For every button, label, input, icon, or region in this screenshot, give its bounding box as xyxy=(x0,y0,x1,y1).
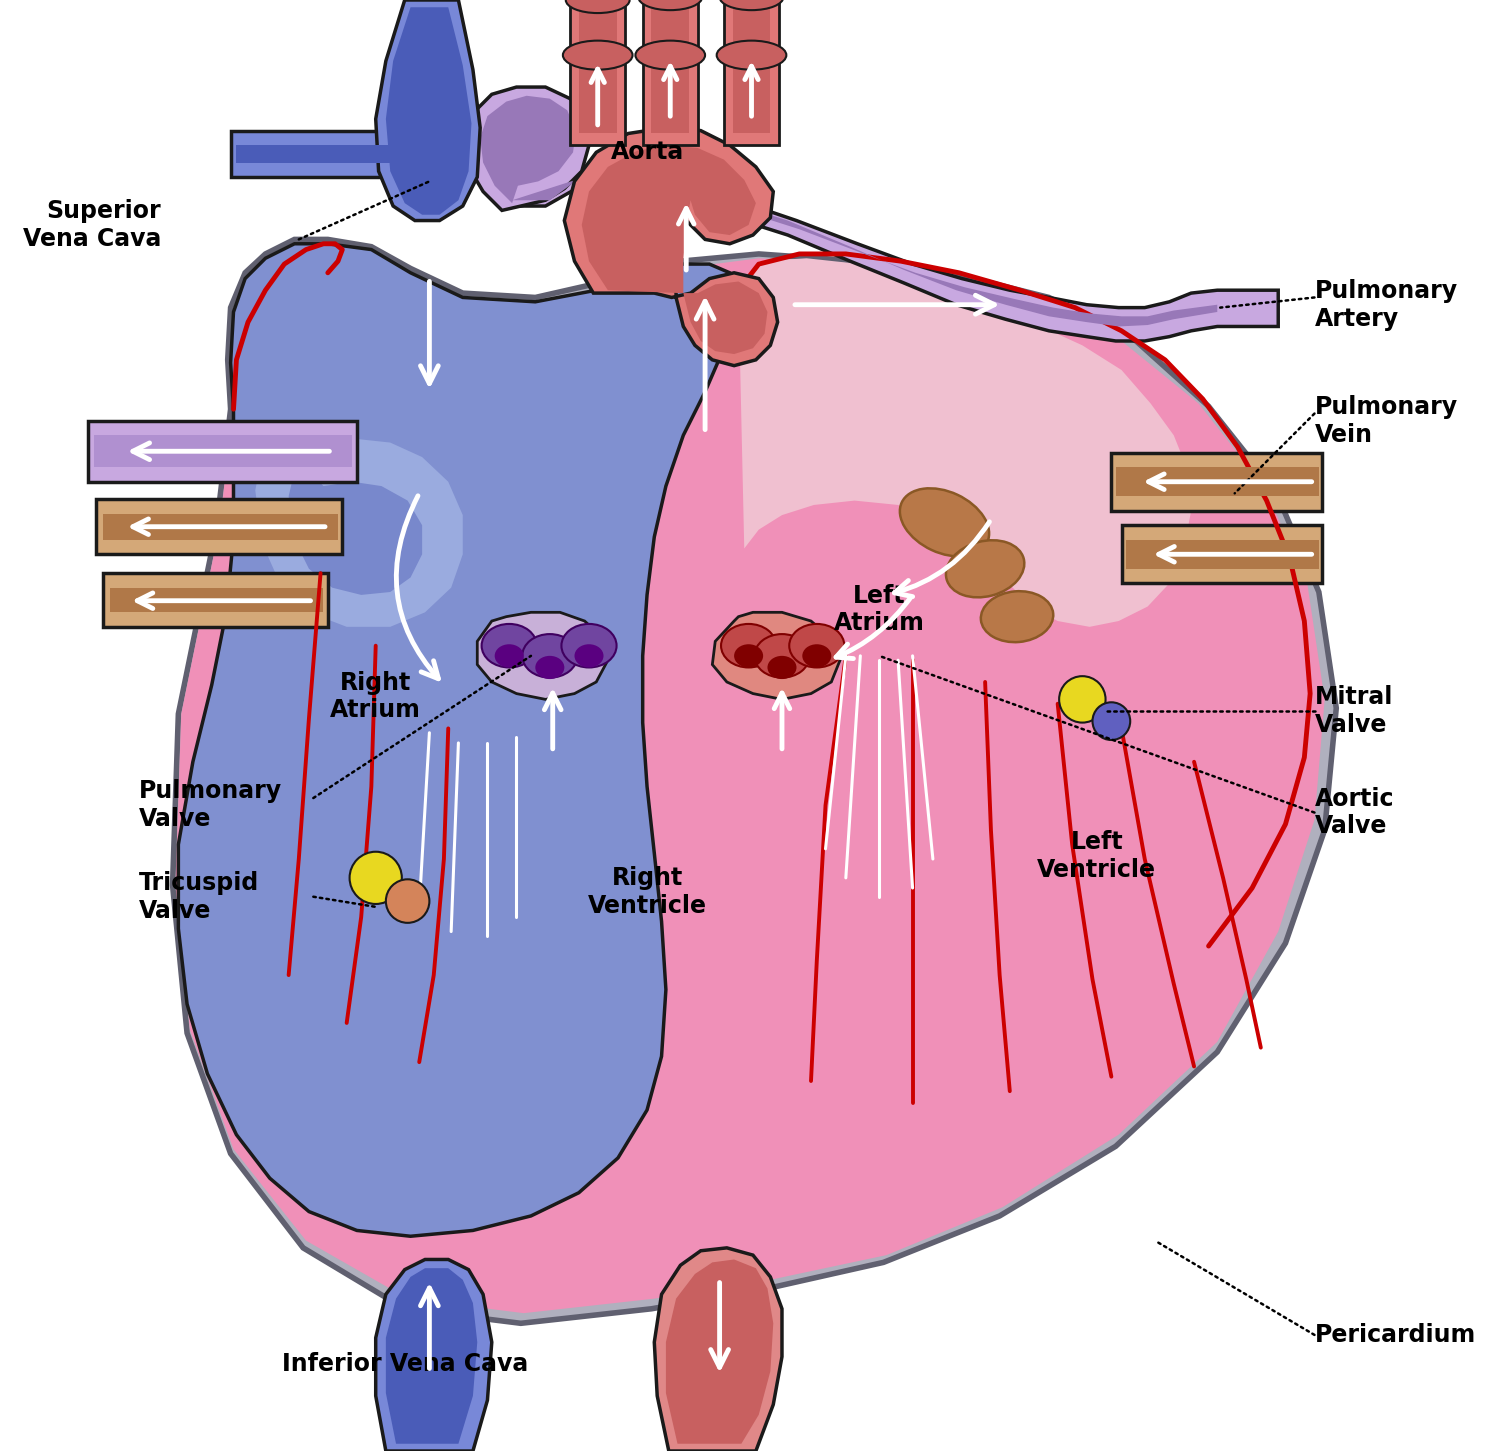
Polygon shape xyxy=(1122,525,1322,583)
Ellipse shape xyxy=(717,41,786,70)
Text: Mitral
Valve: Mitral Valve xyxy=(1314,685,1394,737)
Ellipse shape xyxy=(754,634,810,678)
Text: Aortic
Valve: Aortic Valve xyxy=(1314,786,1394,839)
Text: Right
Ventricle: Right Ventricle xyxy=(588,866,706,918)
Polygon shape xyxy=(512,171,1218,326)
Ellipse shape xyxy=(561,624,616,667)
Ellipse shape xyxy=(636,41,705,70)
Polygon shape xyxy=(1126,540,1318,569)
Polygon shape xyxy=(172,239,1336,1323)
Bar xyxy=(642,0,698,145)
Text: Inferior Vena Cava: Inferior Vena Cava xyxy=(282,1352,528,1376)
Ellipse shape xyxy=(574,644,603,667)
Bar xyxy=(724,0,778,145)
Text: Left
Atrium: Left Atrium xyxy=(834,583,924,636)
Ellipse shape xyxy=(734,644,764,667)
Polygon shape xyxy=(1116,467,1318,496)
Ellipse shape xyxy=(981,591,1053,643)
Circle shape xyxy=(1059,676,1106,723)
Polygon shape xyxy=(176,244,1324,1313)
Polygon shape xyxy=(104,514,338,540)
Polygon shape xyxy=(477,612,608,699)
Polygon shape xyxy=(88,421,357,482)
Circle shape xyxy=(350,852,402,904)
Polygon shape xyxy=(255,435,464,627)
Polygon shape xyxy=(465,87,590,210)
Ellipse shape xyxy=(768,656,796,679)
Polygon shape xyxy=(375,1259,492,1451)
Text: Left
Ventricle: Left Ventricle xyxy=(1038,830,1156,882)
Circle shape xyxy=(386,879,429,923)
Polygon shape xyxy=(480,96,576,203)
Ellipse shape xyxy=(522,634,578,678)
Ellipse shape xyxy=(720,0,783,10)
Bar xyxy=(579,3,616,133)
Polygon shape xyxy=(1112,453,1322,511)
Polygon shape xyxy=(178,244,738,1236)
Polygon shape xyxy=(386,1268,477,1444)
Ellipse shape xyxy=(482,624,537,667)
Polygon shape xyxy=(712,612,840,699)
Polygon shape xyxy=(654,1248,782,1451)
Polygon shape xyxy=(110,588,324,612)
Text: Pulmonary
Valve: Pulmonary Valve xyxy=(140,779,282,831)
Polygon shape xyxy=(104,573,328,627)
Ellipse shape xyxy=(900,489,989,556)
Polygon shape xyxy=(666,1259,774,1444)
Polygon shape xyxy=(96,499,342,554)
Ellipse shape xyxy=(495,644,524,667)
Polygon shape xyxy=(237,145,417,163)
Bar xyxy=(732,0,771,133)
Polygon shape xyxy=(507,171,1278,341)
Polygon shape xyxy=(231,131,418,177)
Ellipse shape xyxy=(536,656,564,679)
Text: Aorta: Aorta xyxy=(610,141,684,164)
Ellipse shape xyxy=(639,0,702,10)
Ellipse shape xyxy=(722,624,776,667)
Text: Pericardium: Pericardium xyxy=(1314,1323,1476,1347)
Text: Pulmonary
Vein: Pulmonary Vein xyxy=(1314,395,1458,447)
Polygon shape xyxy=(738,258,1191,627)
Bar xyxy=(570,0,626,145)
Ellipse shape xyxy=(802,644,831,667)
Ellipse shape xyxy=(946,540,1024,598)
Polygon shape xyxy=(288,453,422,595)
Ellipse shape xyxy=(562,41,633,70)
Circle shape xyxy=(1092,702,1130,740)
Polygon shape xyxy=(386,7,471,215)
Ellipse shape xyxy=(566,0,630,13)
Polygon shape xyxy=(564,128,777,366)
Polygon shape xyxy=(582,145,768,354)
Bar xyxy=(651,0,688,133)
Text: Superior
Vena Cava: Superior Vena Cava xyxy=(22,199,160,251)
Polygon shape xyxy=(375,0,480,221)
Text: Tricuspid
Valve: Tricuspid Valve xyxy=(140,871,260,923)
Polygon shape xyxy=(94,435,352,467)
Ellipse shape xyxy=(789,624,844,667)
Text: Pulmonary
Artery: Pulmonary Artery xyxy=(1314,279,1458,331)
Text: Right
Atrium: Right Atrium xyxy=(330,670,422,723)
